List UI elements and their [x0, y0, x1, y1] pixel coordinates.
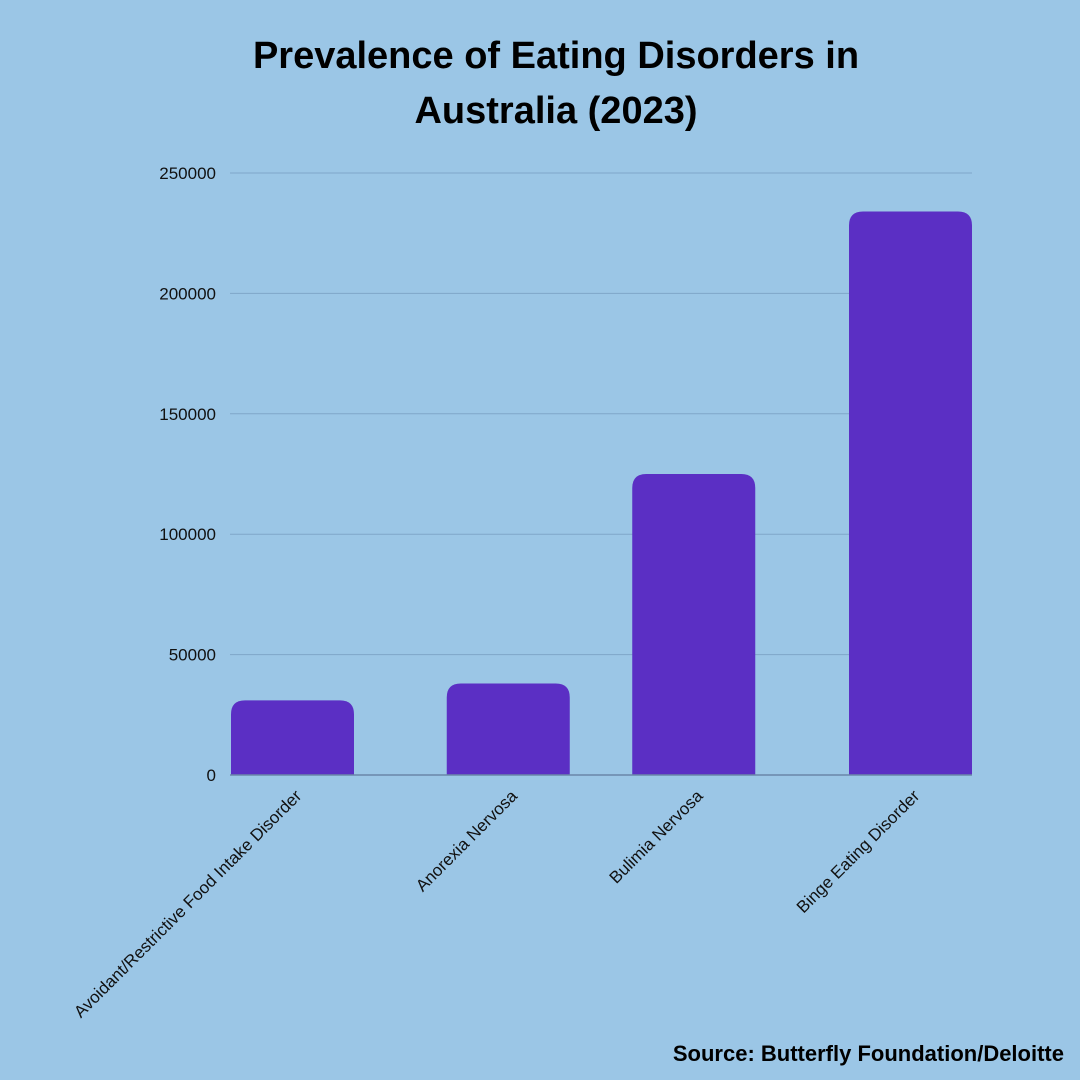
bar	[849, 211, 972, 775]
source-note: Source: Butterfly Foundation/Deloitte	[673, 1041, 1064, 1066]
bars	[231, 211, 972, 775]
bar	[632, 474, 756, 775]
y-tick-label: 100000	[159, 525, 216, 544]
chart-title-line-2: Australia (2023)	[414, 90, 697, 132]
gridlines	[230, 172, 972, 656]
bar	[231, 700, 354, 775]
y-tick-label: 200000	[159, 284, 216, 303]
y-tick-label: 250000	[159, 164, 216, 183]
y-axis-ticks: 0 50000 100000 150000 200000 250000	[159, 164, 216, 785]
y-tick-label: 150000	[159, 405, 216, 424]
chart-title-line-1: Prevalence of Eating Disorders in	[253, 35, 859, 77]
bar	[446, 683, 570, 775]
y-tick-label: 0	[207, 766, 216, 785]
y-tick-label: 50000	[169, 646, 216, 665]
